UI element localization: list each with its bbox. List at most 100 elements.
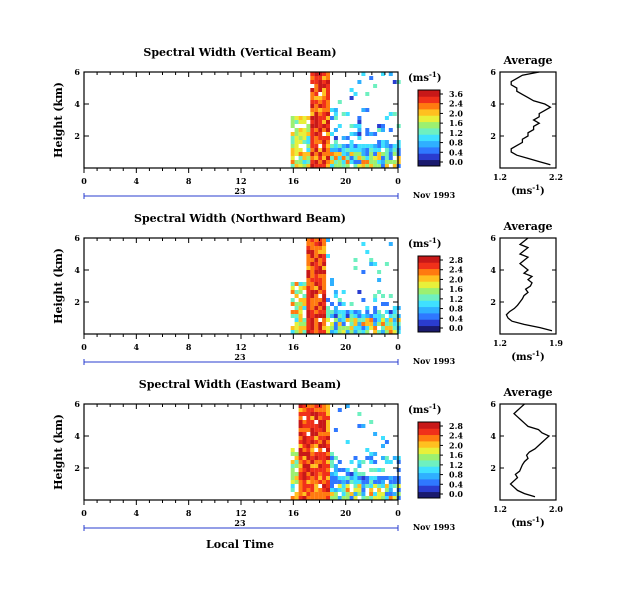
heatmap-cell (392, 144, 397, 148)
heatmap-cell (396, 148, 401, 152)
heatmap-cell (314, 104, 319, 108)
heatmap-cell (345, 484, 350, 488)
heatmap-cell (302, 326, 307, 330)
heatmap-cell (369, 160, 374, 164)
heatmap-cell (310, 464, 315, 468)
colorbar-segment (418, 287, 440, 295)
heatmap-cell (326, 318, 330, 322)
heatmap-cell (396, 318, 401, 322)
heatmap-cell (377, 310, 382, 314)
heatmap-cell (361, 476, 366, 480)
heatmap-cell (396, 322, 401, 326)
heatmap-cell (306, 274, 311, 278)
heatmap-cell (396, 326, 401, 330)
heatmap-cell (341, 164, 346, 168)
heatmap-cell (306, 468, 311, 472)
heatmap-cell (306, 286, 311, 290)
heatmap-cell (322, 116, 327, 120)
heatmap-cell (341, 318, 346, 322)
colorbar-tick-label: 3.6 (449, 89, 463, 99)
heatmap-cell (365, 330, 370, 334)
heatmap-cell (357, 160, 362, 164)
heatmap-cell (330, 472, 334, 476)
heatmap-cell (330, 148, 334, 152)
heatmap-cell (330, 302, 334, 306)
heatmap-cell (318, 412, 323, 416)
heatmap-cell (388, 128, 393, 132)
heatmap-cell (377, 156, 382, 160)
heatmap-cell (384, 160, 389, 164)
heatmap-cell (322, 282, 327, 286)
heatmap-cell (306, 140, 311, 144)
profile-x-label: (ms-1) (511, 183, 544, 197)
heatmap-cell (326, 104, 330, 108)
heatmap-cell (290, 124, 295, 128)
colorbar-segment (418, 441, 440, 448)
heatmap-cell (369, 492, 374, 496)
heatmap-cell (318, 286, 323, 290)
heatmap-cell (345, 156, 350, 160)
heatmap-cell (322, 408, 327, 412)
heatmap-cell (396, 476, 401, 480)
heatmap-cell (326, 464, 330, 468)
heatmap-cell (314, 270, 319, 274)
heatmap-cell (322, 242, 327, 246)
heatmap-cell (298, 306, 303, 310)
heatmap-cell (314, 246, 319, 250)
heatmap-cell (341, 290, 346, 294)
heatmap-cell (298, 488, 303, 492)
heatmap-cell (318, 436, 323, 440)
heatmap-cell (365, 306, 370, 310)
heatmap-cell (298, 412, 303, 416)
heatmap-cell (357, 412, 362, 416)
heatmap-cell (341, 476, 346, 480)
heatmap-cell (365, 144, 370, 148)
heatmap-cell (345, 314, 350, 318)
heatmap-cell (298, 440, 303, 444)
heatmap-cell (377, 128, 382, 132)
heatmap-cell (373, 484, 378, 488)
heatmap-cell (333, 468, 338, 472)
heatmap-cell (322, 488, 327, 492)
heatmap-cell (326, 148, 330, 152)
heatmap-cell (294, 306, 299, 310)
heatmap-cell (353, 258, 358, 262)
colorbar: 2.82.42.01.61.20.80.40.0 (417, 421, 463, 499)
heatmap-cell (322, 148, 327, 152)
heatmap-cell (310, 318, 315, 322)
heatmap-cell (381, 124, 385, 128)
heatmap-cell (384, 152, 389, 156)
heatmap-cell (361, 298, 366, 302)
heatmap-cell (396, 330, 401, 334)
heatmap-cell (322, 416, 327, 420)
profile-title: Average (502, 54, 552, 67)
heatmap-cell (353, 496, 358, 500)
heatmap-cells (290, 238, 401, 334)
heatmap-cell (396, 144, 401, 148)
heatmap-cell (365, 148, 370, 152)
heatmap-cell (388, 148, 393, 152)
heatmap-cell (396, 496, 401, 500)
heatmap-cell (369, 420, 374, 424)
heatmap-cell (314, 96, 319, 100)
heatmap-cell (326, 472, 330, 476)
heatmap-cell (384, 440, 389, 444)
heatmap-cell (290, 452, 295, 456)
heatmap-cell (322, 274, 327, 278)
heatmap-cell (388, 112, 393, 116)
heatmap-cell (318, 492, 323, 496)
heatmap-cell (318, 160, 323, 164)
heatmap-cell (396, 480, 401, 484)
heatmap-cell (314, 326, 319, 330)
heatmap-cell (373, 156, 378, 160)
heatmap-cell (298, 444, 303, 448)
heatmap-cell (306, 258, 311, 262)
heatmap-cell (369, 262, 374, 266)
heatmap-cell (306, 306, 311, 310)
heatmap-cell (310, 258, 315, 262)
heatmap-cell (349, 310, 354, 314)
heatmap-cell (322, 464, 327, 468)
heatmap-cell (302, 456, 307, 460)
heatmap-cell (314, 302, 319, 306)
heatmap-cell (337, 468, 342, 472)
